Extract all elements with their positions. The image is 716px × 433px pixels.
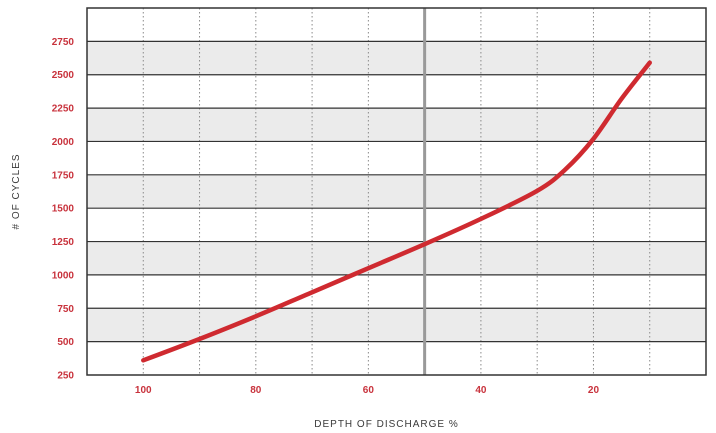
y-tick-label: 1500 — [52, 204, 75, 215]
y-tick-label: 500 — [57, 337, 74, 348]
plot-band — [87, 41, 706, 75]
x-tick-labels: 100 80 60 40 20 — [135, 385, 600, 396]
x-tick-label: 80 — [250, 385, 262, 396]
plot-band — [87, 8, 706, 42]
plot-band — [87, 74, 706, 109]
x-axis-title: DEPTH OF DISCHARGE % — [314, 419, 458, 430]
plot-bands — [87, 8, 706, 375]
y-tick-labels: 250 500 750 1000 1250 1500 1750 2000 2250 2500 275… — [52, 37, 75, 382]
plot-band — [87, 208, 706, 242]
x-tick-label: 100 — [135, 385, 152, 396]
plot-band — [87, 341, 706, 375]
y-tick-label: 250 — [57, 371, 74, 382]
y-tick-label: 2000 — [52, 137, 75, 148]
y-tick-label: 2750 — [52, 37, 75, 48]
horizontal-gridlines — [87, 40, 706, 343]
y-tick-label: 1750 — [52, 170, 75, 181]
plot-frame — [86, 7, 707, 376]
y-tick-label: 1000 — [52, 270, 75, 281]
x-tick-label: 40 — [475, 385, 487, 396]
plot-band — [87, 141, 706, 175]
y-axis-title: # OF CYCLES — [11, 153, 22, 229]
cycles-series-line — [141, 60, 652, 363]
plot-band — [87, 308, 706, 342]
y-tick-label: 1250 — [52, 237, 75, 248]
x-tick-label: 20 — [588, 385, 600, 396]
y-tick-label: 750 — [57, 304, 74, 315]
y-tick-label: 2250 — [52, 104, 75, 115]
x-tick-label: 60 — [363, 385, 375, 396]
plot-band — [87, 174, 706, 209]
vertical-gridlines — [142, 8, 651, 375]
plot-band — [87, 274, 706, 309]
y-tick-label: 2500 — [52, 70, 75, 81]
